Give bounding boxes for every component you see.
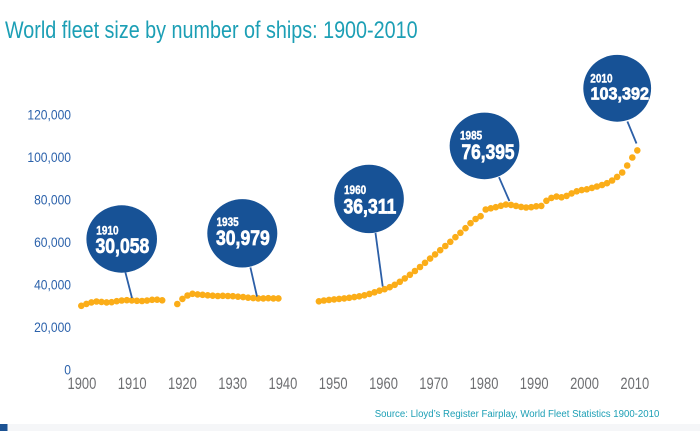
svg-text:1950: 1950 xyxy=(319,376,348,394)
svg-text:100,000: 100,000 xyxy=(27,149,71,165)
svg-text:1900: 1900 xyxy=(67,376,96,394)
svg-text:76,395: 76,395 xyxy=(462,142,515,165)
svg-text:103,392: 103,392 xyxy=(591,84,649,104)
svg-text:30,058: 30,058 xyxy=(96,235,150,259)
svg-text:30,979: 30,979 xyxy=(216,227,270,251)
svg-text:1940: 1940 xyxy=(268,376,297,394)
svg-text:20,000: 20,000 xyxy=(34,319,71,335)
svg-text:1990: 1990 xyxy=(520,376,549,394)
svg-text:1970: 1970 xyxy=(419,376,448,394)
svg-text:40,000: 40,000 xyxy=(34,277,71,293)
svg-text:1960: 1960 xyxy=(344,184,366,197)
svg-text:1980: 1980 xyxy=(470,376,499,394)
svg-text:World fleet size by number of: World fleet size by number of ships: 190… xyxy=(5,16,418,43)
svg-text:Source: Lloyd’s Register Fairp: Source: Lloyd’s Register Fairplay, World… xyxy=(375,409,660,420)
svg-text:80,000: 80,000 xyxy=(34,192,71,208)
svg-text:60,000: 60,000 xyxy=(34,234,71,250)
svg-text:1930: 1930 xyxy=(218,376,247,394)
svg-text:120,000: 120,000 xyxy=(27,107,71,123)
svg-text:1960: 1960 xyxy=(369,376,398,394)
svg-text:2010: 2010 xyxy=(590,73,612,86)
svg-text:1910: 1910 xyxy=(96,225,118,238)
svg-text:36,311: 36,311 xyxy=(344,195,397,219)
svg-text:1985: 1985 xyxy=(460,130,482,143)
svg-text:1910: 1910 xyxy=(118,376,147,394)
svg-text:0: 0 xyxy=(64,362,71,378)
svg-text:2000: 2000 xyxy=(570,376,599,394)
svg-text:1935: 1935 xyxy=(217,216,239,229)
svg-text:1920: 1920 xyxy=(168,376,197,394)
svg-text:2010: 2010 xyxy=(620,376,649,394)
